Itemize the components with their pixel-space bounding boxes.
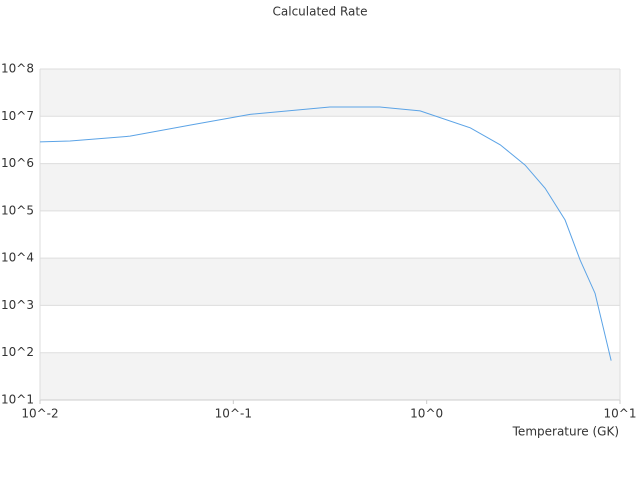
grid-band	[40, 163, 620, 211]
grid-band	[40, 352, 620, 400]
x-axis-label: Temperature (GK)	[512, 425, 619, 439]
grid-band	[40, 258, 620, 306]
y-tick-label: 10^8	[1, 62, 34, 76]
y-tick-label: 10^5	[1, 203, 34, 217]
x-tick-label: 10^0	[410, 407, 443, 421]
y-tick-label: 10^2	[1, 345, 34, 359]
y-tick-label: 10^6	[1, 156, 34, 170]
grid-band	[40, 69, 620, 117]
x-tick-label: 10^-2	[21, 407, 58, 421]
y-tick-label: 10^1	[1, 393, 34, 407]
x-tick-label: 10^-1	[215, 407, 252, 421]
y-tick-label: 10^4	[1, 251, 34, 265]
series-line	[39, 106, 612, 361]
y-tick-label: 10^7	[1, 109, 34, 123]
x-tick-label: 10^1	[604, 407, 637, 421]
y-tick-label: 10^3	[1, 298, 34, 312]
chart-title: Calculated Rate	[273, 5, 368, 19]
